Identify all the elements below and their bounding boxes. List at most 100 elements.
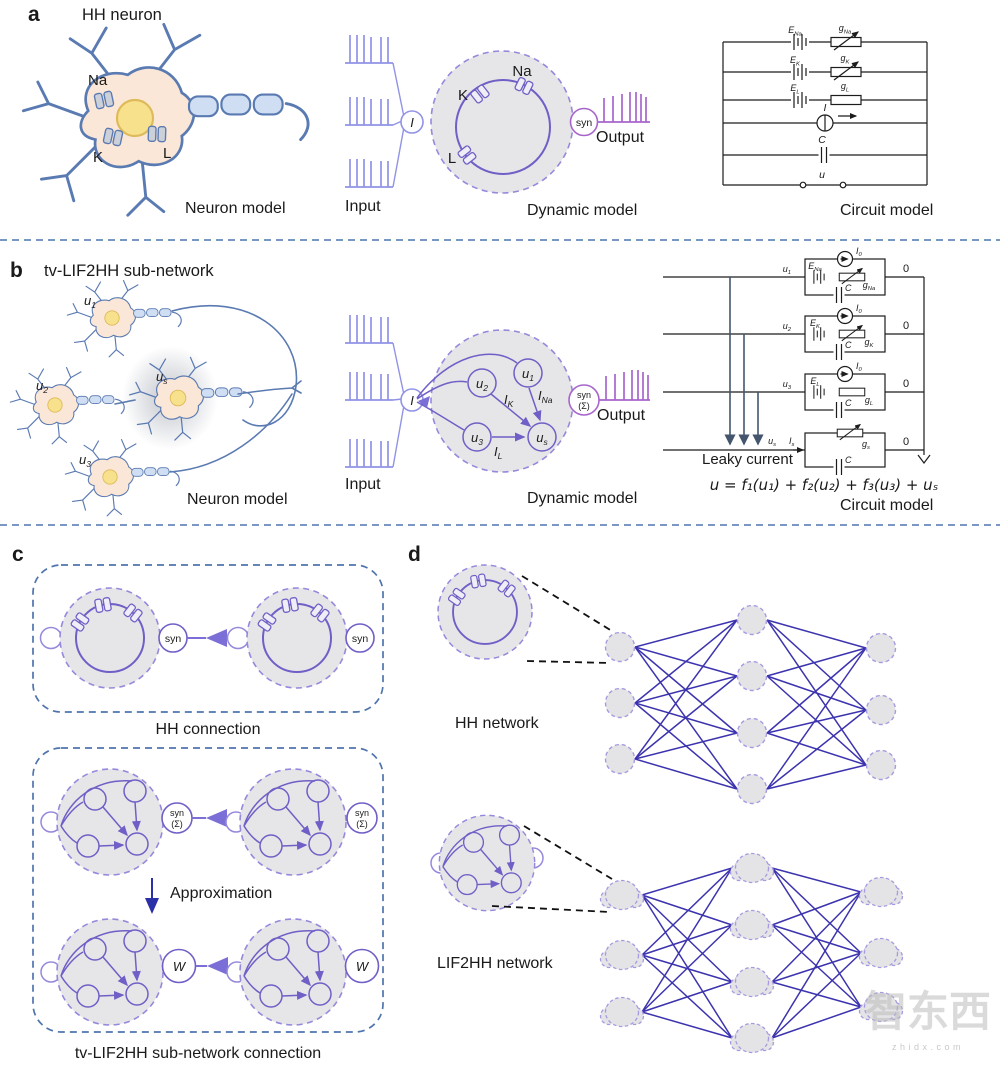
e-k-label: EK (790, 55, 801, 68)
panel-a: a HH neuron Na K L Neuron model I Na K L… (21, 3, 933, 219)
sigma-label: (Σ) (171, 819, 183, 829)
net-node (729, 909, 775, 941)
net-node (604, 687, 636, 719)
net-node (858, 876, 904, 908)
input-spike-train (344, 371, 394, 401)
hh-connection-diagram: syn syn HH connection (32, 564, 384, 738)
k-channel-label: K (93, 149, 103, 166)
circuit-row-u1: u1 I0 ENa gNa C 0 (663, 246, 924, 305)
synapse-terminal-icon (206, 809, 227, 827)
leaky-current-label: Leaky current (702, 451, 794, 468)
current-label: I (824, 102, 827, 114)
current-label: I (410, 115, 414, 130)
net-edge (766, 647, 867, 677)
voltage-equation: u = f₁(u₁) + f₂(u₂) + f₃(u₃) + uₛ (710, 476, 939, 494)
e-na-label: ENa (808, 261, 822, 273)
sigma-label: (Σ) (578, 401, 590, 411)
voltage-label: u (819, 169, 825, 181)
arrowhead (418, 396, 430, 408)
i0-label: I0 (856, 246, 863, 258)
output-caption-b: Output (597, 407, 646, 424)
k-channel-label: K (458, 87, 468, 104)
syn-sum-node (346, 802, 378, 834)
na-channel-label: Na (88, 72, 108, 89)
synapse-terminal-icon (206, 629, 227, 647)
circuit-model-caption-a: Circuit model (840, 202, 933, 219)
net-node (865, 694, 897, 726)
is-current-label: Is (789, 436, 795, 448)
u1-input-label: u1 (783, 264, 791, 276)
l-channel-label: L (163, 145, 171, 162)
u3-label: u3 (471, 430, 483, 447)
e-k-label: EK (810, 318, 821, 330)
panel-d-label: d (408, 543, 421, 566)
net-edge (634, 732, 738, 760)
net-edge (766, 675, 867, 711)
net-edge (771, 952, 862, 1039)
input-current-node (400, 110, 424, 134)
i0-label: I0 (856, 303, 863, 315)
u3-neuron-label: u3 (79, 452, 91, 469)
net-node (604, 631, 636, 663)
net-edge (634, 619, 738, 760)
watermark-site: zhidx.com (892, 1042, 964, 1052)
u3-node (462, 422, 492, 452)
net-edge (771, 1006, 862, 1039)
net-edge (641, 981, 733, 1013)
net-edge (766, 619, 867, 711)
g-k-label: gK (841, 53, 851, 66)
input-spike-train (344, 96, 394, 126)
net-edge (766, 764, 867, 790)
dynamic-model-caption-a: Dynamic model (527, 202, 637, 219)
watermark: 智东西 zhidx.com (865, 988, 991, 1052)
net-node (736, 773, 768, 805)
u1-node (513, 358, 543, 388)
syn-label: syn (355, 808, 369, 818)
hh-connection-caption: HH connection (156, 721, 261, 738)
terminal (839, 181, 847, 189)
g-k-label: gK (865, 337, 875, 349)
circuit-row-u2: u2 I0 EK gK C 0 (663, 303, 924, 362)
input-bump (39, 626, 63, 650)
ik-current-label: IK (504, 392, 514, 409)
circuit-row-us: us Is gs C 0 (663, 425, 924, 477)
dynamic-model-b: I u2 u1 u3 us IK INa IL syn (Σ) Input Ou… (344, 314, 650, 507)
g-na-label: gNa (863, 280, 876, 292)
e-na-label: ENa (788, 25, 802, 38)
u2-label: u2 (476, 376, 488, 393)
capacitance-label: C (845, 398, 852, 408)
ground-icon (917, 454, 931, 464)
dynamic-model-a: I Na K L syn Input Output Dynamic model (344, 34, 650, 219)
lif2hh-connection-caption: tv-LIF2HH sub-network connection (75, 1045, 321, 1062)
panel-c-label: c (12, 543, 24, 566)
capacitance-label: C (845, 340, 852, 350)
net-edge (641, 894, 733, 983)
terminal (799, 181, 807, 189)
net-node (604, 743, 636, 775)
output-caption-a: Output (596, 129, 645, 146)
net-edge (641, 867, 733, 956)
input-caption-b: Input (345, 476, 381, 493)
net-edge (641, 894, 733, 1039)
capacitance-label: C (818, 134, 826, 146)
us-node (527, 422, 557, 452)
g-l-label: gL (841, 81, 849, 94)
input-caption-a: Input (345, 198, 381, 215)
panel-b: b tv-LIF2HH sub-network u1 u2 us u3 Neur… (9, 246, 939, 517)
net-node (599, 939, 645, 971)
zero-label: 0 (903, 320, 909, 332)
weight-node (344, 948, 380, 984)
panel-b-title: tv-LIF2HH sub-network (44, 262, 214, 280)
e-l-label: EL (810, 376, 819, 388)
hh-cell-body (430, 50, 574, 194)
neuron-model-a: Na K L Neuron model (21, 22, 310, 217)
weight-node (161, 948, 197, 984)
input-spike-train (344, 34, 394, 64)
lif2hh-connection-diagram: syn (Σ) syn (Σ) Approximation W W tv-LIF… (32, 747, 384, 1062)
hh-network-edges (634, 619, 867, 790)
circuit-model-a: ENa gNa EK gK EL gL I C u Circuit model (722, 23, 933, 219)
net-edge (634, 675, 738, 760)
us-input-label: us (768, 436, 776, 448)
u2-input-label: u2 (783, 321, 792, 333)
